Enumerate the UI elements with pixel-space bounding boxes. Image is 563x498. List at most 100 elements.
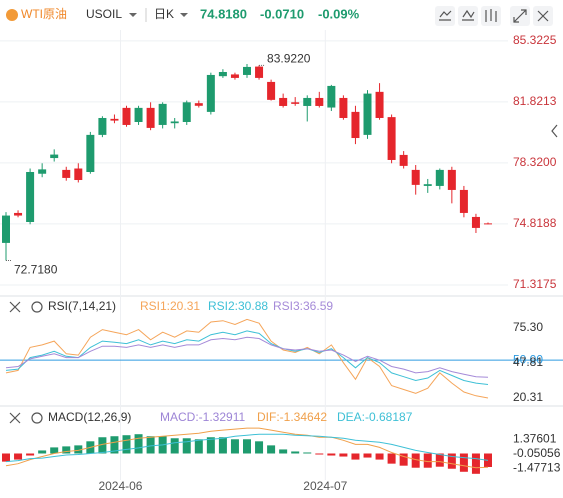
candle-body xyxy=(471,216,480,228)
candle-icon xyxy=(485,9,497,22)
candle-body xyxy=(411,169,420,185)
change: -0.0710 xyxy=(260,6,304,21)
candle-body xyxy=(230,74,239,78)
y-tick-label: 75.30 xyxy=(513,320,543,334)
legend-entry: RSI2:30.88 xyxy=(208,299,268,313)
candle-body xyxy=(206,74,215,112)
candle-body xyxy=(98,117,107,135)
x-tick-label: 2024-07 xyxy=(303,479,347,493)
draw-button[interactable] xyxy=(458,6,478,26)
indicator-line xyxy=(5,433,489,463)
y-tick-label: -0.05056 xyxy=(513,446,561,460)
histogram-bar xyxy=(206,437,215,454)
candle-body xyxy=(484,223,492,225)
histogram-bar xyxy=(435,453,444,467)
legend-entry: DIF:-1.34642 xyxy=(257,410,327,424)
candle-body xyxy=(134,107,143,122)
candle-body xyxy=(351,111,360,139)
y-tick-label: 47.81 xyxy=(513,355,543,369)
histogram-bar xyxy=(351,453,360,460)
symbol-code[interactable]: USOIL xyxy=(86,7,122,21)
histogram-bar xyxy=(2,453,10,462)
period[interactable]: 日K xyxy=(154,7,174,21)
candle-body xyxy=(435,169,444,186)
candle-body xyxy=(423,184,432,186)
collapse-icon[interactable] xyxy=(551,124,558,138)
histogram-bar xyxy=(339,453,348,457)
rsi-controls xyxy=(9,301,43,424)
settings-icon[interactable] xyxy=(31,412,43,424)
symbol-icon xyxy=(6,9,18,21)
y-tick-label: -1.47713 xyxy=(513,461,561,475)
candle-body xyxy=(387,117,396,160)
candle-body xyxy=(170,121,179,124)
candle-body xyxy=(447,169,456,190)
histogram-bar xyxy=(122,435,131,454)
y-tick-label: 1.37601 xyxy=(513,432,557,446)
histogram-bar xyxy=(459,453,468,472)
candle-body xyxy=(291,102,300,104)
x-tick-label: 2024-06 xyxy=(98,479,142,493)
dropdown-icon[interactable] xyxy=(180,13,188,17)
histogram-bar xyxy=(170,438,179,454)
histogram-bar xyxy=(243,439,251,454)
candle-body xyxy=(243,66,251,75)
y-tick-label: 85.3225 xyxy=(513,33,557,47)
candle-body xyxy=(399,154,408,166)
histogram-bar xyxy=(62,446,71,454)
candle-body xyxy=(303,97,312,106)
histogram-bar xyxy=(279,449,288,454)
rsi-title: RSI(7,14,21) xyxy=(48,299,116,313)
close-icon xyxy=(537,10,549,22)
histogram-bar xyxy=(26,453,35,456)
indicator-button[interactable] xyxy=(435,6,455,26)
histogram-bar xyxy=(315,453,324,455)
remove-icon[interactable] xyxy=(9,301,21,313)
histogram-bar xyxy=(194,439,203,454)
candle-body xyxy=(267,81,276,100)
candle-body xyxy=(459,189,468,213)
legend-entry: MACD:-1.32911 xyxy=(160,410,245,424)
histogram-bar xyxy=(14,453,23,460)
y-tick-label: 20.31 xyxy=(513,390,543,404)
indicator-line xyxy=(5,336,489,378)
y-tick-label: 81.8213 xyxy=(513,94,557,108)
histogram-bar xyxy=(423,453,432,468)
candle-body xyxy=(74,168,83,181)
settings-icon[interactable] xyxy=(31,301,43,313)
candle-body xyxy=(110,118,119,121)
candle-body xyxy=(315,97,324,106)
y-tick-label: 74.8188 xyxy=(513,216,557,230)
macd-title: MACD(12,26,9) xyxy=(48,410,131,424)
dropdown-icon[interactable] xyxy=(129,13,137,17)
indicator-icon xyxy=(439,10,452,21)
y-tick-label: 78.3200 xyxy=(513,155,557,169)
candle-body xyxy=(218,71,227,77)
fullscreen-icon xyxy=(513,9,527,23)
extreme-label: 83.9220 xyxy=(267,52,311,66)
candle-body xyxy=(50,154,59,159)
histogram-bar xyxy=(230,439,239,454)
toolbar xyxy=(435,6,553,26)
legend-entry: DEA:-0.68187 xyxy=(337,410,413,424)
candle-body xyxy=(194,103,203,106)
histogram-bar xyxy=(387,453,396,464)
histogram-bar xyxy=(98,437,107,454)
remove-icon[interactable] xyxy=(9,412,21,424)
indicator-line xyxy=(5,318,489,399)
legend-entry: RSI1:20.31 xyxy=(140,299,200,313)
histogram-bar xyxy=(134,434,143,454)
candle-body xyxy=(122,107,131,125)
histogram-bar xyxy=(375,453,384,460)
candle-body xyxy=(279,97,288,106)
candle-body xyxy=(158,103,167,125)
change-pct: -0.09% xyxy=(318,6,360,21)
histogram-bar xyxy=(399,453,408,466)
histogram-bar xyxy=(303,452,312,454)
draw-icon xyxy=(462,9,475,21)
extreme-label: 72.7180 xyxy=(14,263,58,277)
histogram-bar xyxy=(327,453,336,456)
